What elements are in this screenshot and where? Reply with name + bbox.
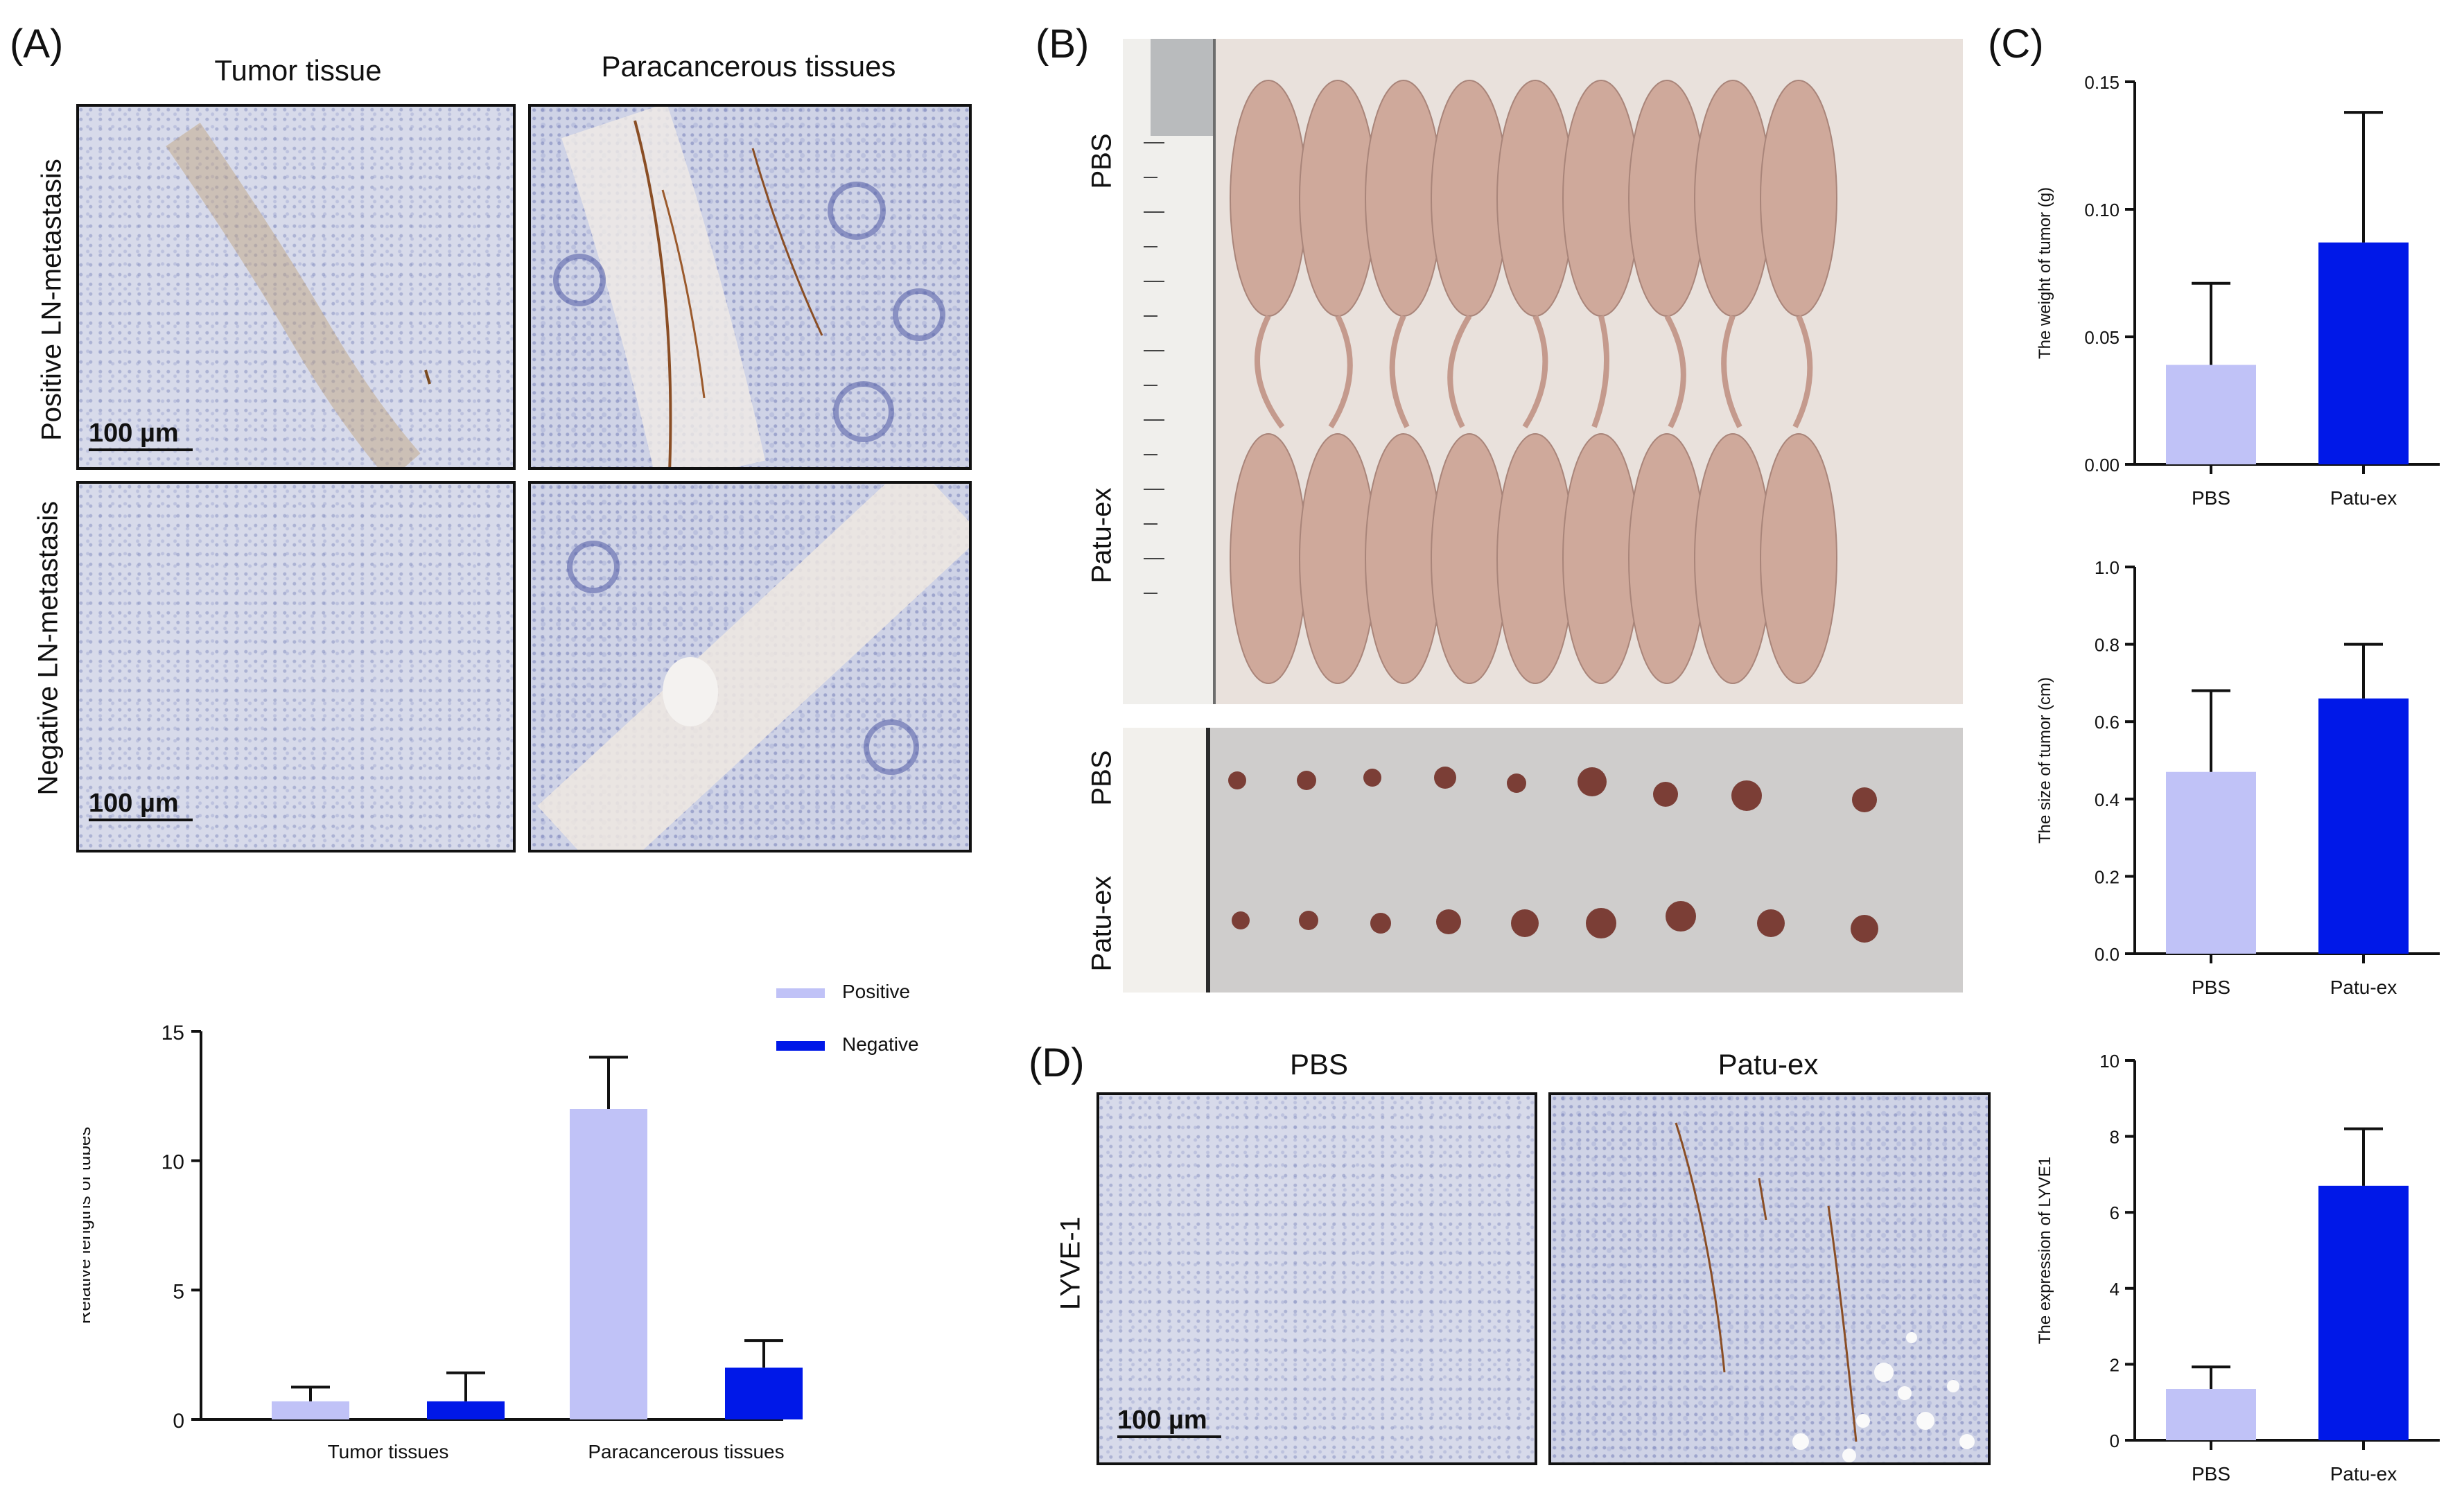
x-tick-label: Patu-ex xyxy=(2330,977,2397,998)
y-axis-label: Relative lengths of tubes xyxy=(83,1127,94,1324)
y-axis-label: The size of tumor (cm) xyxy=(2036,677,2054,843)
y-tick-label: 1.0 xyxy=(2095,557,2120,578)
bar-positive-1 xyxy=(570,1109,647,1419)
legend-swatch-negative xyxy=(776,1041,825,1051)
ruler xyxy=(1123,728,1210,993)
panel-a-row-label-negative: Negative LN-metastasis xyxy=(33,500,64,796)
x-tick-label: PBS xyxy=(2192,487,2230,509)
x-tick-label: Patu-ex xyxy=(2330,1463,2397,1485)
micrograph-positive-tumor: 100 µm xyxy=(76,104,516,470)
y-tick-label: 4 xyxy=(2110,1279,2120,1300)
legend-swatch-positive xyxy=(776,988,825,998)
y-tick-label: 0.6 xyxy=(2095,712,2120,733)
scale-bar-d: 100 µm xyxy=(1117,1406,1221,1438)
micrograph-negative-paracancerous xyxy=(528,481,972,852)
panel-b-label: (B) xyxy=(1036,21,1090,67)
legend-label-negative: Negative xyxy=(842,1033,919,1055)
micrograph-d-patu-ex xyxy=(1548,1092,1991,1465)
mice-illustration xyxy=(1230,80,1837,684)
bar-patu-ex xyxy=(2318,1185,2409,1440)
y-axis-label: The weight of tumor (g) xyxy=(2036,187,2054,359)
bar-negative-1 xyxy=(725,1367,803,1419)
y-tick-label: 0.15 xyxy=(2084,72,2120,93)
panel-d-col-title-pbs: PBS xyxy=(1289,1048,1349,1081)
panel-a-col-title-paracancerous: Paracancerous tissues xyxy=(601,50,896,82)
panel-a-row-label-positive: Positive LN-metastasis xyxy=(36,159,67,441)
bar-patu-ex xyxy=(2318,242,2409,464)
y-tick-label: 10 xyxy=(2099,1051,2120,1072)
panel-d-col-title-patu-ex: Patu-ex xyxy=(1718,1048,1819,1081)
bar-negative-0 xyxy=(427,1401,505,1419)
y-tick-label: 0 xyxy=(173,1410,184,1433)
y-axis-label: The expression of LYVE1 xyxy=(2036,1157,2054,1344)
y-tick-label: 0 xyxy=(2110,1431,2120,1451)
y-tick-label: 8 xyxy=(2110,1127,2120,1148)
micrograph-negative-tumor: 100 µm xyxy=(76,481,516,852)
panel-d-row-label: LYVE-1 xyxy=(1055,1216,1086,1310)
chart-tumor-size: 0.0 0.2 0.4 0.6 0.8 1.0 The size of tumor (cm)… xyxy=(2036,557,2440,998)
panel-a-col-title-tumor: Tumor tissue xyxy=(214,54,382,87)
panel-d-label: (D) xyxy=(1029,1040,1085,1085)
x-tick-label: PBS xyxy=(2192,1463,2230,1485)
y-tick-label: 0.0 xyxy=(2095,944,2120,965)
legend-label-positive: Positive xyxy=(842,981,910,1002)
panel-b-tumor-label-pbs: PBS xyxy=(1086,750,1117,806)
x-tick-label: Patu-ex xyxy=(2330,487,2397,509)
photo-tumors xyxy=(1123,728,1963,993)
panel-b-tumor-label-patu-ex: Patu-ex xyxy=(1086,875,1117,972)
y-tick-label: 0.05 xyxy=(2084,327,2120,348)
y-tick-label: 0.8 xyxy=(2095,635,2120,656)
y-tick-label: 0.2 xyxy=(2095,866,2120,887)
chart-tumor-weight: 0.00 0.05 0.10 0.15 The weight of tumor (g) P… xyxy=(2036,72,2440,509)
y-tick-label: 0.10 xyxy=(2084,200,2120,220)
y-tick-label: 0.4 xyxy=(2095,789,2120,810)
micrograph-positive-paracancerous xyxy=(528,104,972,470)
tumors-illustration xyxy=(1228,767,1878,943)
panel-b-label-patu-ex: Patu-ex xyxy=(1086,487,1117,584)
panel-a-label: (A) xyxy=(10,21,64,67)
chart-relative-lengths: 0 5 10 15 Relative lengths of tubes Tumor tis… xyxy=(83,981,919,1462)
bar-pbs xyxy=(2166,365,2256,464)
scale-bar-a: 100 µm xyxy=(89,419,193,451)
y-tick-label: 2 xyxy=(2110,1354,2120,1375)
micrograph-d-pbs: 100 µm xyxy=(1096,1092,1537,1465)
y-tick-label: 5 xyxy=(173,1280,184,1303)
scale-bar-a-2: 100 µm xyxy=(89,789,193,821)
x-tick-label: PBS xyxy=(2192,977,2230,998)
photo-mice xyxy=(1123,39,1963,704)
y-tick-label: 6 xyxy=(2110,1203,2120,1223)
x-tick-label: Tumor tissues xyxy=(328,1441,449,1462)
chart-lyve1-expression: 0 2 4 6 8 10 The expression of LYVE1 PBS Patu-ex xyxy=(2036,1051,2440,1485)
y-tick-label: 10 xyxy=(161,1151,184,1174)
y-tick-label: 15 xyxy=(161,1022,184,1044)
panel-c-label: (C) xyxy=(1988,21,2044,67)
bar-positive-0 xyxy=(272,1401,349,1419)
bar-pbs xyxy=(2166,1389,2256,1440)
ruler-vernier xyxy=(1123,39,1216,704)
panel-b-label-pbs: PBS xyxy=(1086,133,1117,189)
bar-pbs xyxy=(2166,771,2256,954)
y-tick-label: 0.00 xyxy=(2084,455,2120,475)
bar-patu-ex xyxy=(2318,698,2409,954)
x-tick-label: Paracancerous tissues xyxy=(588,1441,784,1462)
